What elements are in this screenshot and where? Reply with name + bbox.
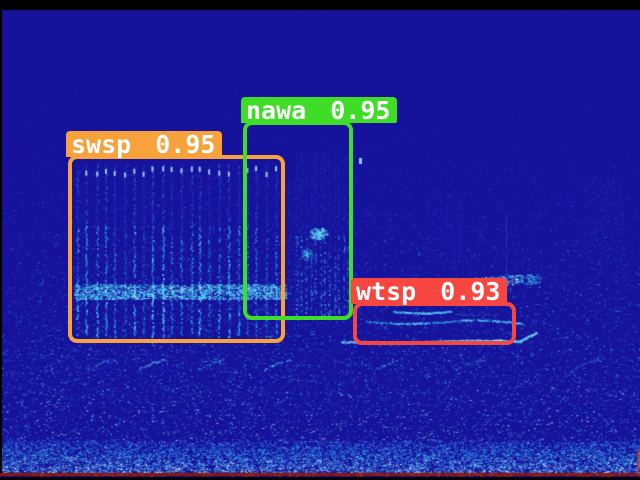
detection-label-text: nawa 0.95 [246, 96, 391, 125]
detection-label-nawa: nawa 0.95 [241, 96, 398, 125]
detection-box-nawa [243, 121, 353, 320]
detection-box-swsp [68, 155, 285, 343]
detection-label-text: swsp 0.95 [71, 130, 216, 159]
detection-label-text: wtsp 0.93 [356, 277, 501, 306]
detection-label-wtsp: wtsp 0.93 [351, 277, 508, 306]
detection-label-swsp: swsp 0.95 [66, 130, 223, 159]
detection-box-wtsp [353, 302, 516, 345]
